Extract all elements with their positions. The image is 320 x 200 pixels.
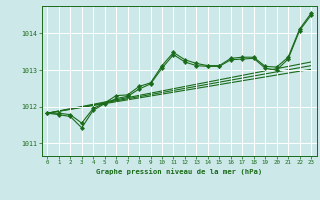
X-axis label: Graphe pression niveau de la mer (hPa): Graphe pression niveau de la mer (hPa): [96, 168, 262, 175]
